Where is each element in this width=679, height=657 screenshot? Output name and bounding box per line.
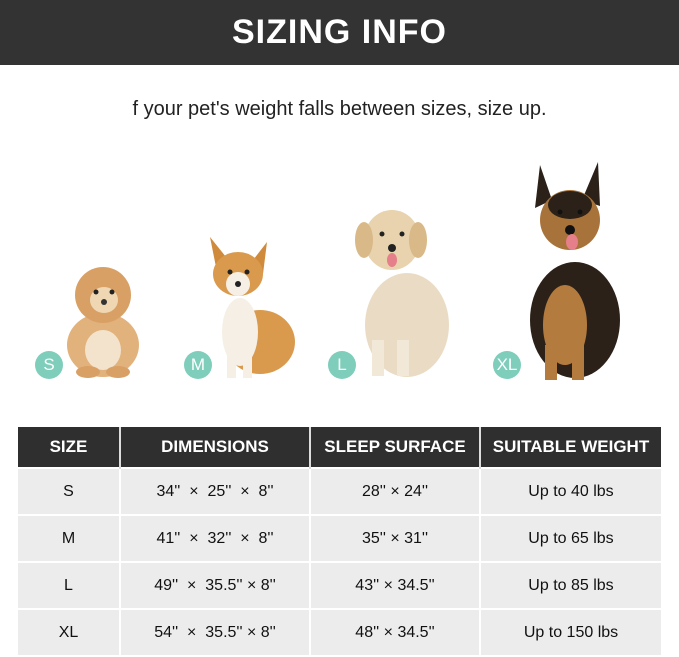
table-row: L 49'' × 35.5'' × 8'' 43'' × 34.5'' Up t… [18, 561, 661, 609]
subtitle: f your pet's weight falls between sizes,… [132, 98, 547, 120]
size-badge-m: M [184, 351, 212, 379]
cell-weight: Up to 40 lbs [480, 467, 661, 515]
cell-dimensions: 54'' × 35.5'' × 8'' [120, 608, 311, 655]
cell-weight: Up to 65 lbs [480, 514, 661, 562]
size-badge-xl: XL [493, 351, 521, 379]
cell-weight: Up to 85 lbs [480, 561, 661, 609]
table-header-row: SIZE DIMENSIONS SLEEP SURFACE SUITABLE W… [18, 427, 661, 468]
size-badge-l: L [328, 351, 356, 379]
header-banner: SIZING INFO [0, 0, 679, 65]
cell-dimensions: 49'' × 35.5'' × 8'' [120, 561, 311, 609]
cell-size: L [18, 561, 121, 609]
cell-sleep-surface: 43'' × 34.5'' [310, 561, 481, 609]
sizing-table: SIZE DIMENSIONS SLEEP SURFACE SUITABLE W… [18, 427, 661, 655]
dog-image-xlarge [530, 162, 620, 380]
header-dimensions: DIMENSIONS [120, 427, 311, 468]
cell-dimensions: 34'' × 25'' × 8'' [120, 467, 311, 515]
table-row: XL 54'' × 35.5'' × 8'' 48'' × 34.5'' Up … [18, 608, 661, 655]
table-row: M 41'' × 32'' × 8'' 35'' × 31'' Up to 65… [18, 514, 661, 562]
cell-sleep-surface: 28'' × 24'' [310, 467, 481, 515]
size-badge-s: S [35, 351, 63, 379]
header-suitable-weight: SUITABLE WEIGHT [480, 427, 661, 468]
cell-sleep-surface: 48'' × 34.5'' [310, 608, 481, 655]
dog-image-small [67, 267, 139, 378]
header-sleep-surface: SLEEP SURFACE [310, 427, 481, 468]
cell-dimensions: 41'' × 32'' × 8'' [120, 514, 311, 562]
dog-image-large [355, 210, 449, 377]
cell-size: S [18, 467, 121, 515]
cell-size: M [18, 514, 121, 562]
cell-sleep-surface: 35'' × 31'' [310, 514, 481, 562]
table-row: S 34'' × 25'' × 8'' 28'' × 24'' Up to 40… [18, 467, 661, 515]
cell-weight: Up to 150 lbs [480, 608, 661, 655]
header-size: SIZE [18, 427, 121, 468]
page-title: SIZING INFO [232, 13, 447, 51]
cell-size: XL [18, 608, 121, 655]
dog-image-medium [210, 237, 295, 378]
